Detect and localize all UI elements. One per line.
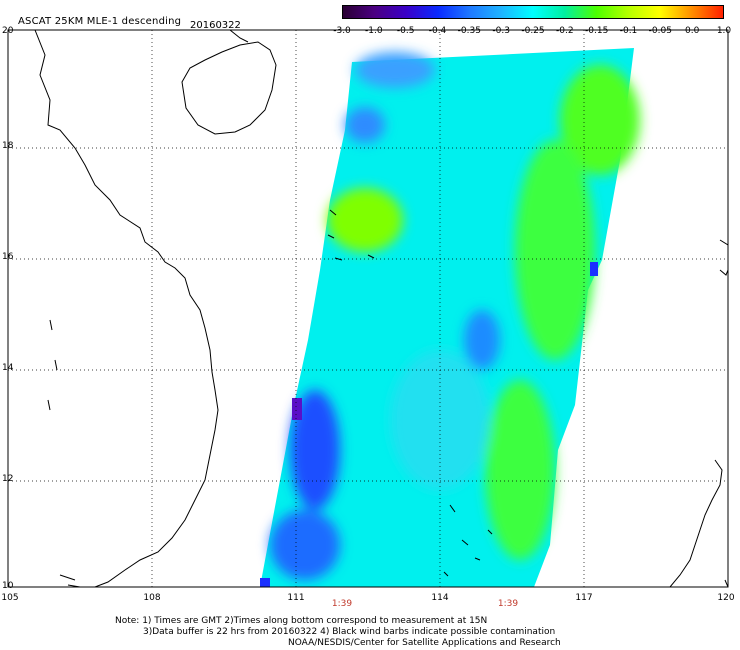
swath-data [260, 48, 640, 587]
lat-label-10: 10 [2, 581, 14, 591]
lat-label-14: 14 [2, 363, 14, 373]
patch-green-e [515, 140, 595, 360]
coast-mekong-delta [59, 574, 81, 587]
lon-label-114: 114 [431, 593, 449, 603]
coast-mainland [34, 30, 219, 587]
swath-patterns [270, 52, 640, 580]
colorbar-label: -0.5 [396, 26, 415, 36]
lon-label-108: 108 [143, 593, 161, 603]
map-date: 20160322 [190, 20, 241, 31]
colorbar-label: 1.0 [716, 26, 732, 36]
coast-paracel [327, 209, 375, 261]
coast-spratly [443, 504, 493, 577]
patch-blue-n [355, 52, 435, 88]
lat-label-12: 12 [2, 474, 14, 484]
patch-blue-s [270, 510, 340, 580]
colorbar-label: -0.1 [619, 26, 638, 36]
lon-label-111: 111 [287, 593, 305, 603]
colorbar-label: -0.05 [648, 26, 672, 36]
map-title: ASCAT 25KM MLE-1 descending [18, 16, 182, 27]
time-label-2: 1:39 [497, 599, 519, 609]
plot-frame [7, 29, 729, 588]
colorbar-label: -0.3 [492, 26, 510, 36]
colorbar-label: -3.0 [333, 26, 351, 36]
coastlines [34, 30, 728, 587]
pixel-purple-1 [292, 398, 302, 420]
note-line-1: Note: 1) Times are GMT 2)Times along bot… [115, 616, 488, 626]
pixel-blue-2 [260, 578, 270, 587]
colorbar-label: -0.35 [457, 26, 481, 36]
coast-hainan [181, 41, 277, 135]
coast-leizhou [229, 30, 249, 43]
patch-blue-mid [464, 310, 500, 370]
colorbar-label: -1.0 [365, 26, 383, 36]
patch-blue-nw [345, 107, 385, 143]
lon-label-117: 117 [575, 593, 593, 603]
note-line-3: NOAA/NESDIS/Center for Satellite Applica… [288, 638, 561, 648]
colorbar-label: -0.25 [521, 26, 545, 36]
coast-island-e1 [719, 239, 728, 276]
coast-gulf-islands [47, 319, 58, 411]
colorbar-label: -0.2 [556, 26, 574, 36]
coast-island-e2 [669, 459, 723, 587]
lat-label-18: 18 [2, 141, 14, 151]
colorbar-label: -0.4 [428, 26, 447, 36]
colorbar-label: -0.15 [585, 26, 609, 36]
patch-green-se [485, 380, 555, 560]
patch-green-ne [560, 65, 640, 175]
patch-cyan-center [390, 350, 490, 490]
pixel-blue-1 [590, 262, 598, 276]
patch-blue-sw [290, 390, 340, 510]
colorbar-label: 0.0 [684, 26, 700, 36]
patch-green-w [327, 188, 403, 252]
lon-label-120: 120 [717, 593, 735, 603]
lon-label-105: 105 [1, 593, 19, 603]
time-label-1: 1:39 [331, 599, 353, 609]
lat-label-20: 20 [2, 26, 14, 36]
colorbar [342, 5, 724, 19]
note-line-2: 3)Data buffer is 22 hrs from 20160322 4)… [143, 627, 556, 637]
grid-lines [8, 30, 728, 587]
lat-label-16: 16 [2, 252, 14, 262]
